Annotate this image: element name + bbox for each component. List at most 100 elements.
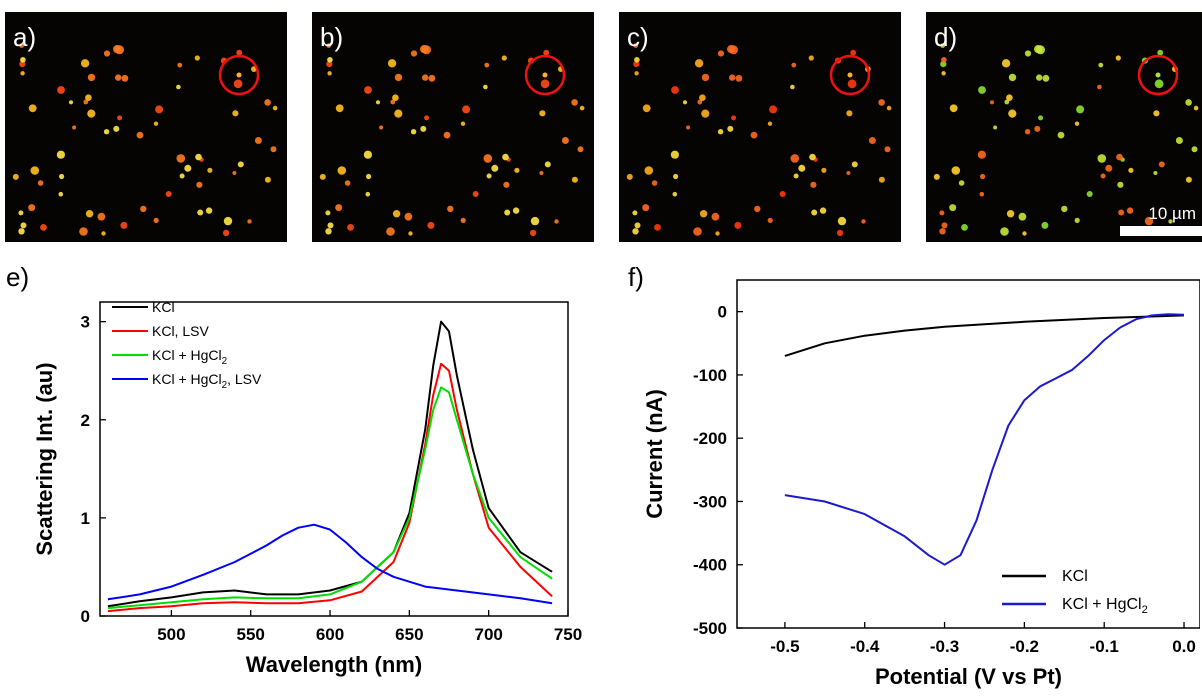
particle-spot [375,100,381,105]
particle-spot [501,55,507,61]
particle-spot [626,173,633,180]
y-tick-label: -100 [693,366,727,385]
particle-spot [57,86,65,94]
particle-spot [670,150,679,159]
particle-spot [673,173,679,180]
particle-spot [394,73,403,82]
particle-spot [79,227,88,236]
x-tick-label: -0.3 [930,637,959,656]
particle-spot [18,228,25,235]
particle-spot [540,79,550,89]
particle-spot [366,173,372,180]
particle-spot [847,79,857,89]
particle-spot [424,115,430,121]
particle-spot [387,59,397,68]
particle-spot [85,210,94,218]
x-tick-label: 750 [554,625,582,644]
particle-spot [140,205,147,213]
particle-spot [1105,164,1113,172]
spectrum-chart: 500 550 600 650 700 750 0 1 2 3 Wavelength (nm) Sca… [32,299,582,677]
x-tick-label: 0.0 [1172,637,1196,656]
particle-spot [165,191,172,197]
particle-spot [940,61,947,68]
highlighted-particle [542,72,548,78]
particle-spot [1193,105,1199,111]
particle-spot [325,228,332,235]
particle-spot [1157,49,1164,56]
particle-spot [1018,212,1027,221]
panel-f-letter: f) [628,262,644,292]
particle-spot [460,121,466,126]
particle-spot [1008,109,1017,118]
x-tick-label: 600 [316,625,344,644]
particle-spot [205,207,213,214]
particle-spot [335,104,344,113]
particle-spot [1006,210,1015,218]
highlight-circle-c [829,54,871,96]
x-tick-label: -0.5 [770,637,799,656]
particle-spot [1074,217,1080,223]
highlighted-particle [847,72,853,78]
particle-spot [1168,219,1173,224]
particle-spot [502,153,509,161]
particle-spot [571,99,578,106]
particle-spot [949,204,957,212]
particle-spot [390,99,396,105]
particle-spot [68,100,74,105]
legend-label: KCl + HgCl2 [1062,596,1148,616]
particle-spot [491,164,499,172]
particle-spot [672,191,678,197]
particle-spot [222,229,230,237]
particle-spot [117,115,123,121]
particle-spot [642,104,651,113]
particle-spot [392,210,401,218]
particle-spot [1116,153,1123,161]
particle-spot [28,104,37,113]
particle-spot [325,210,331,216]
particle-spot [754,205,761,213]
particle-spot [12,173,19,180]
particle-spot [196,181,203,188]
particle-spot [327,71,332,76]
particle-spot [989,100,995,105]
particle-spot [1086,191,1093,197]
particle-spot [654,224,661,231]
particle-spot [72,125,77,130]
particle-spot [769,105,778,114]
x-axis-label: Potential (V vs Pt) [875,664,1062,689]
particle-spot [233,79,243,89]
particle-spot [1074,121,1080,126]
series-line-3 [107,523,553,605]
x-tick-label: 550 [237,625,265,644]
particle-spot [717,50,725,57]
particle-spot [790,154,800,163]
lsv-chart: -0.5 -0.4 -0.3 -0.2 -0.1 0.0 0 -100 -200 -300 -400… [642,279,1200,689]
particle-spot [734,221,742,229]
y-tick-label: -400 [693,556,727,575]
particle-spot [561,137,569,144]
particle-spot [247,219,252,224]
particle-spot [868,137,876,144]
particle-spot [1034,45,1043,54]
particle-spot [364,86,372,94]
scale-bar-label: 10 µm [1148,204,1196,223]
particle-spot [504,209,511,216]
particle-spot [327,222,334,229]
particle-spot [697,99,703,105]
x-tick-label: 500 [157,625,185,644]
particle-spot [767,121,773,126]
legend-label: KCl [152,299,175,315]
particle-spot [634,222,641,229]
plot-frame [736,279,1200,629]
particle-spot [727,45,736,54]
particle-spot [207,167,213,173]
particle-spot [232,171,237,175]
legend-label: KCl [1062,568,1088,585]
particle-spot [232,110,239,117]
particle-spot [1117,181,1124,188]
particle-spot [529,229,537,237]
particle-spot [1098,62,1104,68]
particle-spot [80,59,90,68]
particle-spot [87,73,96,82]
micrograph-c-letter: c) [627,22,649,52]
